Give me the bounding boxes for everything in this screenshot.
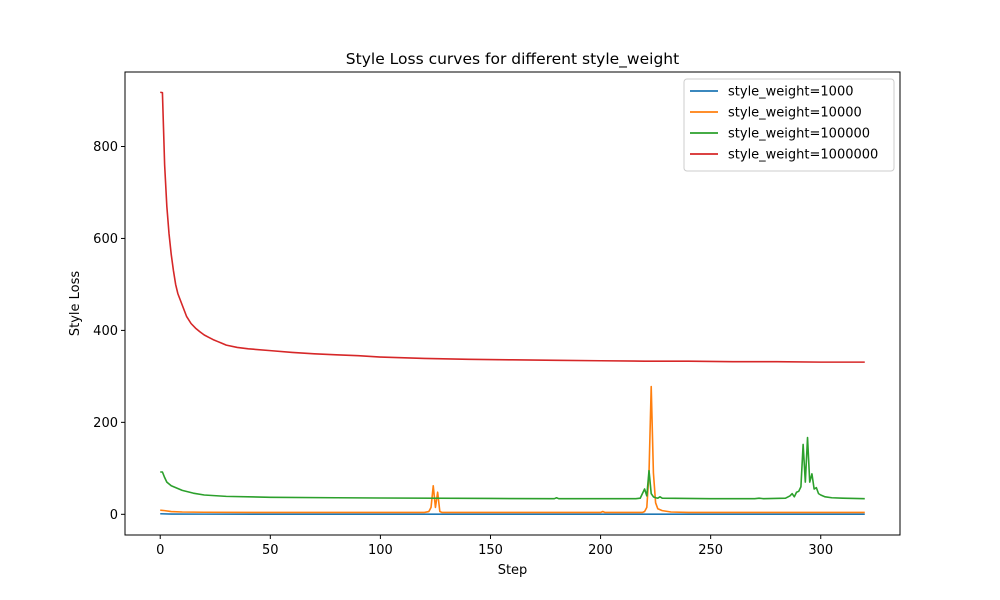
x-tick-label: 250	[698, 543, 723, 558]
y-tick-label: 200	[93, 416, 118, 431]
y-tick-label: 400	[93, 324, 118, 339]
y-tick-label: 0	[110, 508, 118, 523]
series-line-2	[160, 385, 865, 514]
x-tick-label: 200	[588, 543, 613, 558]
legend-box	[683, 78, 895, 172]
series-line-3	[160, 436, 865, 500]
x-tick-label: 50	[262, 543, 279, 558]
x-tick-label: 100	[368, 543, 393, 558]
x-axis-label: Step	[498, 563, 528, 578]
legend-entry-label: style_weight=1000000	[728, 148, 878, 163]
legend: style_weight=1000 style_weight=10000style…	[683, 78, 895, 172]
chart-title: Style Loss curves for different style_we…	[346, 50, 679, 69]
x-axis: 0 50 100 150 200 250 300	[156, 535, 833, 558]
legend-entry-label: style_weight=100000	[728, 127, 870, 142]
series-layer	[160, 91, 865, 515]
plot-frame	[124, 71, 901, 536]
y-axis-label: Style Loss	[68, 271, 83, 337]
y-tick-label: 600	[93, 232, 118, 247]
series-line-4	[160, 91, 865, 363]
x-tick-label: 300	[808, 543, 833, 558]
legend-entry-label: style_weight=1000	[728, 85, 853, 100]
x-tick-label: 150	[478, 543, 503, 558]
legend-entry-label: style_weight=10000	[728, 106, 862, 121]
y-axis: 0 200 400 600 800	[93, 140, 125, 523]
x-tick-label: 0	[156, 543, 164, 558]
y-tick-label: 800	[93, 140, 118, 155]
